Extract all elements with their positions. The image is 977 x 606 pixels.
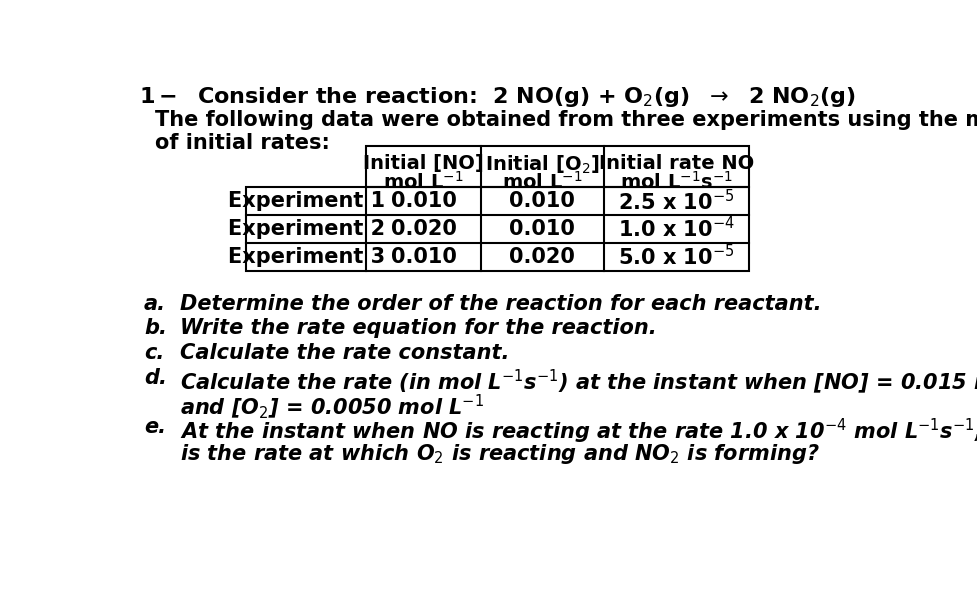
Text: 0.010: 0.010 <box>391 191 456 211</box>
Text: e.: e. <box>144 417 166 437</box>
Text: Initial rate NO: Initial rate NO <box>598 153 753 173</box>
Text: $\bf{1-}$  Consider the reaction:  2 NO(g) + O$_2$(g)  $\rightarrow$  2 NO$_2$(g: $\bf{1-}$ Consider the reaction: 2 NO(g)… <box>139 85 855 109</box>
Text: d.: d. <box>144 368 167 388</box>
Text: mol L$^{-1}$: mol L$^{-1}$ <box>501 170 582 193</box>
Text: a.: a. <box>144 294 166 314</box>
Text: mol L$^{-1}$s$^{-1}$: mol L$^{-1}$s$^{-1}$ <box>619 170 732 193</box>
Text: 1.0 x 10$^{-4}$: 1.0 x 10$^{-4}$ <box>617 216 734 242</box>
Text: Initial [O$_2$]: Initial [O$_2$] <box>485 153 599 176</box>
Text: is the rate at which O$_2$ is reacting and NO$_2$ is forming?: is the rate at which O$_2$ is reacting a… <box>180 442 820 465</box>
Text: 2.5 x 10$^{-5}$: 2.5 x 10$^{-5}$ <box>617 188 734 214</box>
Text: Initial [NO]: Initial [NO] <box>363 153 484 173</box>
Text: At the instant when NO is reacting at the rate 1.0 x 10$^{-4}$ mol L$^{-1}$s$^{-: At the instant when NO is reacting at th… <box>180 417 977 446</box>
Text: of initial rates:: of initial rates: <box>154 133 329 153</box>
Text: Determine the order of the reaction for each reactant.: Determine the order of the reaction for … <box>180 294 821 314</box>
Text: and [O$_2$] = 0.0050 mol L$^{-1}$: and [O$_2$] = 0.0050 mol L$^{-1}$ <box>180 392 484 421</box>
Text: 0.020: 0.020 <box>391 219 456 239</box>
Text: Calculate the rate (in mol L$^{-1}$s$^{-1}$) at the instant when [NO] = 0.015 mo: Calculate the rate (in mol L$^{-1}$s$^{-… <box>180 368 977 396</box>
Text: 0.010: 0.010 <box>509 219 574 239</box>
Text: Write the rate equation for the reaction.: Write the rate equation for the reaction… <box>180 318 657 338</box>
Text: 5.0 x 10$^{-5}$: 5.0 x 10$^{-5}$ <box>617 244 734 269</box>
Text: 0.010: 0.010 <box>509 191 574 211</box>
Text: c.: c. <box>144 343 164 363</box>
Bar <box>246 187 748 271</box>
Text: Experiment 2: Experiment 2 <box>228 219 385 239</box>
Text: Experiment 1: Experiment 1 <box>228 191 385 211</box>
Bar <box>366 146 748 187</box>
Text: The following data were obtained from three experiments using the method: The following data were obtained from th… <box>154 110 977 130</box>
Text: Experiment 3: Experiment 3 <box>228 247 385 267</box>
Text: mol L$^{-1}$: mol L$^{-1}$ <box>383 170 463 193</box>
Text: b.: b. <box>144 318 167 338</box>
Text: 0.010: 0.010 <box>391 247 456 267</box>
Text: Calculate the rate constant.: Calculate the rate constant. <box>180 343 509 363</box>
Text: 0.020: 0.020 <box>509 247 574 267</box>
